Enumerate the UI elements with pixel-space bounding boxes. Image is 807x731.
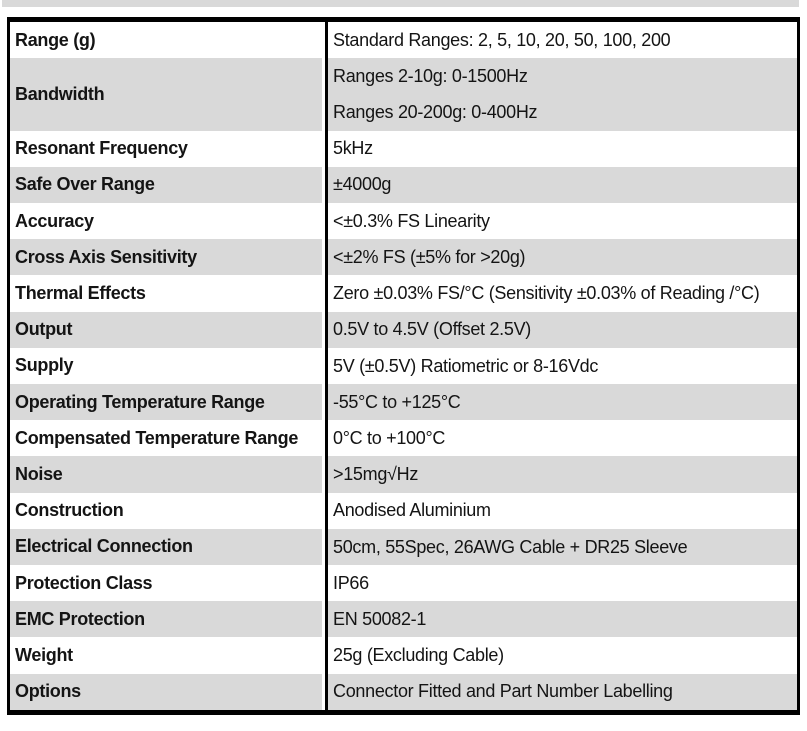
spec-value-cell: 0.5V to 4.5V (Offset 2.5V): [325, 311, 797, 348]
table-row: Compensated Temperature Range 0°C to +10…: [10, 420, 797, 457]
spec-label-cell: Noise: [10, 456, 325, 493]
table-row: Cross Axis Sensitivity <±2% FS (±5% for …: [10, 239, 797, 276]
table-row: Thermal Effects Zero ±0.03% FS/°C (Sensi…: [10, 275, 797, 312]
spec-label-cell: Supply: [10, 347, 325, 385]
spec-value-cell: EN 50082-1: [325, 601, 797, 638]
spec-label-cell: Accuracy: [10, 203, 325, 240]
spec-value-line: >15mg√Hz: [333, 464, 419, 485]
spec-label-cell: Safe Over Range: [10, 166, 325, 204]
table-row: Range (g) Standard Ranges: 2, 5, 10, 20,…: [10, 22, 797, 59]
spec-value-line: 25g (Excluding Cable): [333, 645, 504, 666]
spec-label-cell: Operating Temperature Range: [10, 384, 325, 421]
table-row: Options Connector Fitted and Part Number…: [10, 673, 797, 710]
spec-value-cell: 5kHz: [325, 130, 797, 167]
table-row: Operating Temperature Range -55°C to +12…: [10, 384, 797, 421]
table-row: Safe Over Range ±4000g: [10, 166, 797, 204]
spec-label-cell: Compensated Temperature Range: [10, 420, 325, 457]
table-row: EMC Protection EN 50082-1: [10, 601, 797, 638]
table-row: Protection Class IP66: [10, 565, 797, 602]
spec-label-cell: Weight: [10, 637, 325, 674]
spec-value-cell: Connector Fitted and Part Number Labelli…: [325, 673, 797, 710]
spec-value-line: <±2% FS (±5% for >20g): [333, 246, 526, 267]
spec-value-line: Ranges 20-200g: 0-400Hz: [333, 102, 538, 123]
spec-value-line: ±4000g: [333, 174, 392, 195]
spec-value-line: Zero ±0.03% FS/°C (Sensitivity ±0.03% of…: [333, 283, 760, 304]
table-row: Resonant Frequency 5kHz: [10, 130, 797, 167]
spec-value-line: <±0.3% FS Linearity: [333, 210, 490, 231]
page-top-strip: [2, 0, 799, 7]
spec-value-cell: IP66: [325, 565, 797, 602]
spec-value-cell: <±0.3% FS Linearity: [325, 203, 797, 240]
spec-label-cell: Range (g): [10, 22, 325, 59]
table-row: Construction Anodised Aluminium: [10, 492, 797, 529]
table-row: Noise >15mg√Hz: [10, 456, 797, 493]
spec-value-line: Ranges 2-10g: 0-1500Hz: [333, 65, 528, 86]
spec-value-line: EN 50082-1: [333, 608, 427, 629]
spec-label-cell: Thermal Effects: [10, 275, 325, 312]
spec-label-cell: Options: [10, 673, 325, 710]
spec-value-line: 5V (±0.5V) Ratiometric or 8-16Vdc: [333, 355, 599, 376]
table-row: Weight 25g (Excluding Cable): [10, 637, 797, 674]
spec-label-cell: Electrical Connection: [10, 528, 325, 566]
spec-value-line: 0°C to +100°C: [333, 427, 446, 448]
table-row: Bandwidth Ranges 2-10g: 0-1500Hz Ranges 2…: [10, 58, 797, 131]
spec-value-cell: -55°C to +125°C: [325, 384, 797, 421]
spec-value-line: Standard Ranges: 2, 5, 10, 20, 50, 100, …: [333, 29, 671, 50]
spec-value-line: Connector Fitted and Part Number Labelli…: [333, 681, 673, 702]
spec-value-line: Anodised Aluminium: [333, 500, 491, 521]
table-row: Electrical Connection 50cm, 55Spec, 26AW…: [10, 528, 797, 566]
table-row: Accuracy <±0.3% FS Linearity: [10, 203, 797, 240]
spec-value-cell: Standard Ranges: 2, 5, 10, 20, 50, 100, …: [325, 22, 797, 59]
spec-value-cell: >15mg√Hz: [325, 456, 797, 493]
spec-value-cell: 50cm, 55Spec, 26AWG Cable + DR25 Sleeve: [325, 528, 797, 566]
spec-value-cell: 0°C to +100°C: [325, 420, 797, 457]
spec-label-cell: Cross Axis Sensitivity: [10, 239, 325, 276]
spec-label-cell: Protection Class: [10, 565, 325, 602]
spec-label-cell: Output: [10, 311, 325, 348]
spec-value-line: 5kHz: [333, 138, 373, 159]
spec-value-cell: Zero ±0.03% FS/°C (Sensitivity ±0.03% of…: [325, 275, 797, 312]
spec-label-cell: Bandwidth: [10, 58, 325, 131]
spec-value-cell: 5V (±0.5V) Ratiometric or 8-16Vdc: [325, 347, 797, 385]
spec-value-line: 50cm, 55Spec, 26AWG Cable + DR25 Sleeve: [333, 536, 688, 557]
spec-value-cell: 25g (Excluding Cable): [325, 637, 797, 674]
spec-value-cell: Ranges 2-10g: 0-1500Hz Ranges 20-200g: 0-…: [325, 58, 797, 131]
spec-value-cell: Anodised Aluminium: [325, 492, 797, 529]
spec-label-cell: Resonant Frequency: [10, 130, 325, 167]
specifications-table: Range (g) Standard Ranges: 2, 5, 10, 20,…: [7, 17, 800, 715]
spec-label-cell: Construction: [10, 492, 325, 529]
table-row: Output 0.5V to 4.5V (Offset 2.5V): [10, 311, 797, 348]
spec-value-line: IP66: [333, 572, 369, 593]
spec-label-cell: EMC Protection: [10, 601, 325, 638]
table-row: Supply 5V (±0.5V) Ratiometric or 8-16Vdc: [10, 347, 797, 385]
spec-value-cell: ±4000g: [325, 166, 797, 204]
spec-value-line: -55°C to +125°C: [333, 391, 461, 412]
spec-value-line: 0.5V to 4.5V (Offset 2.5V): [333, 319, 531, 340]
spec-value-cell: <±2% FS (±5% for >20g): [325, 239, 797, 276]
